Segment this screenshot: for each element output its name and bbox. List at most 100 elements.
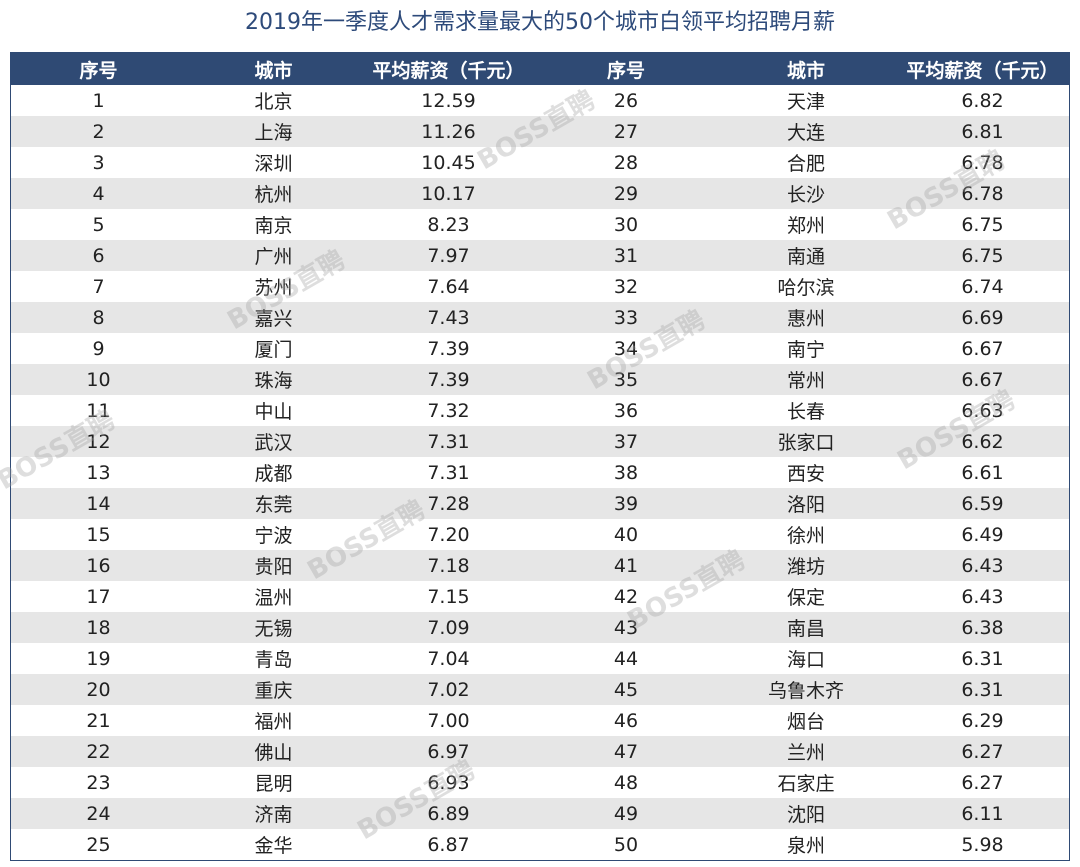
table-cell: 烟台 bbox=[786, 711, 825, 733]
table-cell: 4 bbox=[92, 182, 105, 205]
table-cell: 15 bbox=[86, 523, 111, 546]
table-cell: 7.64 bbox=[427, 275, 470, 298]
table-cell: 18 bbox=[86, 616, 111, 639]
table-cell: 惠州 bbox=[786, 308, 825, 330]
header-cell: 城市 bbox=[786, 59, 825, 82]
table-cell: 哈尔滨 bbox=[777, 277, 835, 299]
table-cell: 6.59 bbox=[961, 492, 1004, 515]
table-cell: 30 bbox=[613, 213, 639, 236]
table-cell: 福州 bbox=[254, 711, 293, 733]
table-cell: 珠海 bbox=[254, 370, 293, 392]
table-cell: 46 bbox=[613, 709, 639, 732]
table-cell: 南昌 bbox=[786, 618, 825, 640]
table-cell: 泉州 bbox=[786, 835, 825, 857]
header-cell: 序号 bbox=[79, 59, 118, 82]
table-cell: 北京 bbox=[254, 91, 293, 113]
table-cell: 11 bbox=[86, 399, 111, 422]
table-row: 12 武汉 7.31 37 张家口 6.62 bbox=[11, 426, 1069, 457]
table-row: 17 温州 7.15 42 保定 6.43 bbox=[11, 581, 1069, 612]
table-cell: 49 bbox=[613, 802, 639, 825]
table-row: 3 深圳 10.45 28 合肥 6.78 bbox=[11, 147, 1069, 178]
table-cell: 6.69 bbox=[961, 306, 1004, 329]
table-cell: 7.09 bbox=[427, 616, 470, 639]
table-cell: 嘉兴 bbox=[254, 308, 293, 330]
table-cell: 上海 bbox=[254, 122, 293, 144]
table-cell: 7.31 bbox=[427, 461, 470, 484]
table-cell: 洛阳 bbox=[786, 494, 825, 516]
table-cell: 6.89 bbox=[427, 802, 470, 825]
table-cell: 7.39 bbox=[427, 337, 470, 360]
table-cell: 6.63 bbox=[961, 399, 1004, 422]
table-cell: 7.02 bbox=[427, 678, 470, 701]
table-row: 9 厦门 7.39 34 南宁 6.67 bbox=[11, 333, 1069, 364]
table-row: 14 东莞 7.28 39 洛阳 6.59 bbox=[11, 488, 1069, 519]
table-cell: 金华 bbox=[254, 835, 293, 857]
table-cell: 深圳 bbox=[254, 153, 293, 175]
table-cell: 14 bbox=[86, 492, 111, 515]
table-cell: 3 bbox=[92, 151, 105, 174]
table-row: 16 贵阳 7.18 41 潍坊 6.43 bbox=[11, 550, 1069, 581]
header-cell: 城市 bbox=[254, 59, 293, 82]
table-cell: 45 bbox=[613, 678, 639, 701]
table-cell: 苏州 bbox=[254, 277, 293, 299]
header-cell: 序号 bbox=[606, 59, 645, 82]
table-cell: 6.78 bbox=[961, 182, 1004, 205]
table-cell: 1 bbox=[92, 89, 105, 112]
table-cell: 6.31 bbox=[961, 678, 1004, 701]
table-cell: 29 bbox=[613, 182, 639, 205]
table-cell: 36 bbox=[613, 399, 639, 422]
table-cell: 13 bbox=[86, 461, 111, 484]
table-cell: 南京 bbox=[254, 215, 293, 237]
table-cell: 47 bbox=[613, 740, 639, 763]
table-cell: 40 bbox=[613, 523, 639, 546]
table-cell: 6.43 bbox=[961, 554, 1004, 577]
table-cell: 35 bbox=[613, 368, 639, 391]
table-row: 4 杭州 10.17 29 长沙 6.78 bbox=[11, 178, 1069, 209]
table-cell: 6.27 bbox=[961, 771, 1004, 794]
table-cell: 常州 bbox=[786, 370, 825, 392]
table-cell: 佛山 bbox=[254, 742, 293, 764]
table-cell: 武汉 bbox=[254, 432, 293, 454]
table-cell: 徐州 bbox=[786, 525, 825, 547]
table-cell: 6.75 bbox=[961, 244, 1004, 267]
table-cell: 8.23 bbox=[427, 213, 470, 236]
table-cell: 昆明 bbox=[254, 773, 293, 795]
table-cell: 5.98 bbox=[961, 833, 1004, 856]
table-cell: 41 bbox=[613, 554, 639, 577]
table-cell: 6.87 bbox=[427, 833, 470, 856]
table-cell: 10.45 bbox=[421, 151, 476, 174]
table-cell: 南通 bbox=[786, 246, 825, 268]
table-cell: 成都 bbox=[254, 463, 293, 485]
table-cell: 7.31 bbox=[427, 430, 470, 453]
table-cell: 乌鲁木齐 bbox=[767, 680, 844, 702]
table-cell: 28 bbox=[613, 151, 639, 174]
table-cell: 6.81 bbox=[961, 120, 1004, 143]
table-cell: 6.43 bbox=[961, 585, 1004, 608]
table-cell: 5 bbox=[92, 213, 105, 236]
table-cell: 郑州 bbox=[786, 215, 825, 237]
table-row: 18 无锡 7.09 43 南昌 6.38 bbox=[11, 612, 1069, 643]
table-cell: 7.04 bbox=[427, 647, 470, 670]
table-row: 10 珠海 7.39 35 常州 6.67 bbox=[11, 364, 1069, 395]
table-cell: 6.29 bbox=[961, 709, 1004, 732]
table-cell: 38 bbox=[613, 461, 639, 484]
table-cell: 12 bbox=[86, 430, 111, 453]
table-row: 20 重庆 7.02 45 乌鲁木齐 6.31 bbox=[11, 674, 1069, 705]
table-cell: 6.97 bbox=[427, 740, 470, 763]
table-cell: 31 bbox=[613, 244, 639, 267]
table-cell: 7.43 bbox=[427, 306, 470, 329]
table-cell: 8 bbox=[92, 306, 105, 329]
table-cell: 6.75 bbox=[961, 213, 1004, 236]
table-cell: 广州 bbox=[254, 246, 293, 268]
table-cell: 大连 bbox=[786, 122, 825, 144]
table-cell: 34 bbox=[613, 337, 639, 360]
table-cell: 潍坊 bbox=[786, 556, 825, 578]
table-row: 6 广州 7.97 31 南通 6.75 bbox=[11, 240, 1069, 271]
header-row: 序号 城市 平均薪资（千元） 序号 城市 平均薪资（千元） bbox=[11, 53, 1069, 85]
table-cell: 17 bbox=[86, 585, 111, 608]
table-cell: 兰州 bbox=[786, 742, 825, 764]
table-cell: 石家庄 bbox=[777, 773, 835, 795]
table-cell: 39 bbox=[613, 492, 639, 515]
table-cell: 12.59 bbox=[421, 89, 476, 112]
